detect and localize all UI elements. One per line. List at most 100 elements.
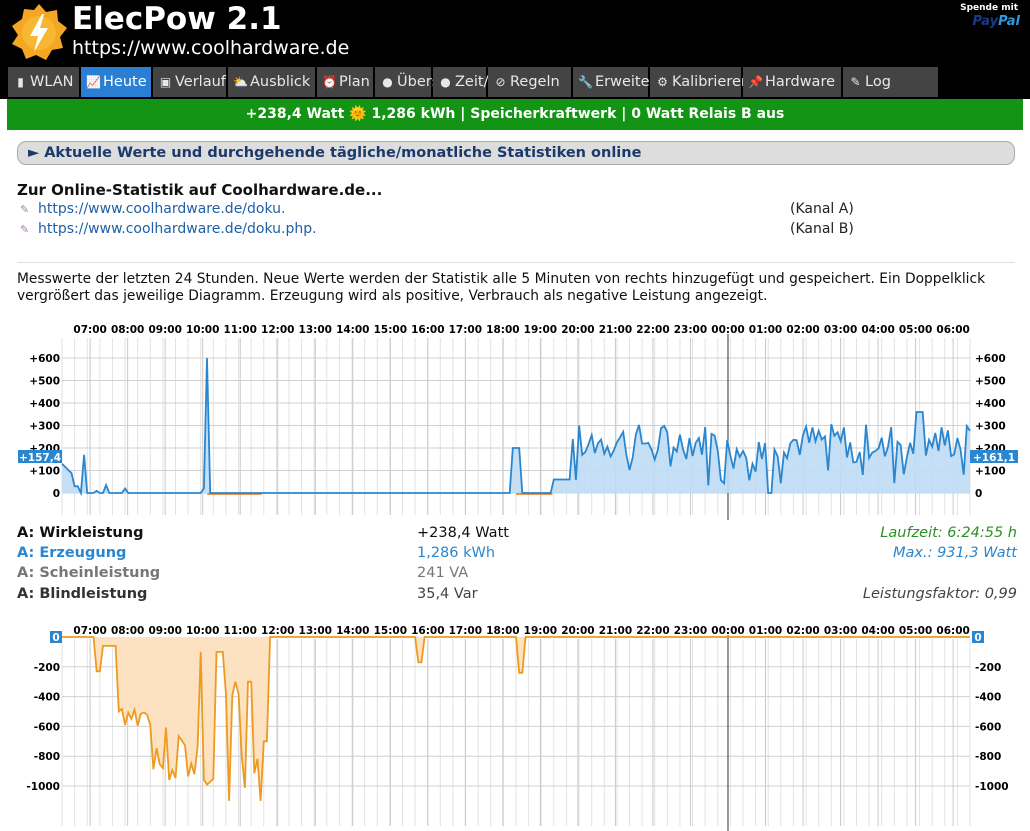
link-kanal-b[interactable]: https://www.coolhardware.de/doku.php. (38, 221, 317, 237)
y-tick-label-right: +600 (975, 353, 1006, 365)
x-tick-label: 06:00 (936, 625, 969, 637)
x-tick-label: 10:00 (186, 324, 219, 336)
x-tick-label: 07:00 (73, 324, 106, 336)
x-tick-label: 02:00 (786, 625, 819, 637)
stat-max: Max.: 931,3 Watt (892, 545, 1017, 561)
stat-wirk-value: +238,4 Watt (417, 525, 509, 541)
x-tick-label: 16:00 (411, 625, 444, 637)
app-url[interactable]: https://www.coolhardware.de (72, 37, 350, 59)
left-value-marker (50, 631, 62, 643)
y-tick-label-left: 0 (53, 488, 60, 500)
x-tick-label: 01:00 (749, 324, 782, 336)
x-tick-label: 21:00 (599, 324, 632, 336)
y-tick-label-left: -800 (34, 751, 60, 763)
y-tick-label-right: -600 (975, 721, 1001, 733)
x-tick-label: 22:00 (636, 625, 669, 637)
x-tick-label: 04:00 (861, 324, 894, 336)
link-row-a[interactable]: ✎ https://www.coolhardware.de/doku. (20, 201, 285, 217)
tab-hardware[interactable]: 📌 Hardware (743, 67, 841, 97)
tab--berschuss[interactable]: ●Überschuss (375, 67, 481, 97)
tab-ausblick[interactable]: ⛅ Ausblick (228, 67, 315, 97)
rules-icon: ⊘ (495, 75, 506, 89)
x-tick-label: 10:00 (186, 625, 219, 637)
left-value-marker-label: +157,4 (19, 452, 61, 464)
kanal-b-label: (Kanal B) (790, 221, 854, 237)
chart-power-positive[interactable]: 07:00 08:00 09:00 10:00 11:00 12:00 13:00 14:00… (0, 320, 1030, 520)
tab-label: Heute (103, 74, 147, 90)
x-tick-label: 13:00 (299, 625, 332, 637)
tab-kalibrieren[interactable]: ⚙ Kalibrieren (650, 67, 750, 97)
right-value-marker-label: 0 (974, 632, 981, 644)
x-tick-label: 05:00 (899, 324, 932, 336)
x-tick-label: 06:00 (936, 324, 969, 336)
paypal-button[interactable]: PayPal (973, 14, 1020, 29)
stat-schein-label: A: Scheinleistung (17, 565, 161, 581)
disk-icon: ▣ (159, 75, 172, 89)
x-tick-label: 20:00 (561, 625, 594, 637)
x-tick-label: 18:00 (486, 625, 519, 637)
x-tick-label: 03:00 (824, 324, 857, 336)
x-tick-label: 16:00 (411, 324, 444, 336)
forecast-icon: ⛅ (233, 75, 248, 89)
chart-power-negative[interactable]: 07:00 08:00 09:00 10:00 11:00 12:00 13:00 14:00… (0, 621, 1030, 831)
y-tick-label-right: -1000 (975, 781, 1009, 793)
description-text: Messwerte der letzten 24 Stunden. Neue W… (17, 271, 986, 304)
tab-regeln[interactable]: ⊘ Regeln (488, 67, 571, 97)
tab-log[interactable]: ✎ Log (843, 67, 938, 97)
tab-label: Regeln (510, 74, 560, 90)
tab-label: Log (865, 74, 891, 90)
tab-bar: ▮WLAN📈Heute▣Verlauf⛅Ausblick⏰Plan●Übersc… (0, 65, 1030, 99)
divider (17, 262, 1015, 263)
lightning-logo-icon (12, 4, 67, 60)
x-tick-label: 19:00 (524, 324, 557, 336)
tab-verlauf[interactable]: ▣ Verlauf (153, 67, 226, 97)
y-tick-label-left: +500 (29, 376, 60, 388)
y-tick-label-right: -200 (975, 662, 1001, 674)
tab-wlan[interactable]: ▮ WLAN (8, 67, 79, 97)
x-tick-label: 20:00 (561, 324, 594, 336)
x-tick-label: 12:00 (261, 324, 294, 336)
right-value-marker (972, 631, 984, 643)
kanal-a-label: (Kanal A) (790, 201, 854, 217)
left-value-marker (18, 450, 62, 463)
y-tick-label-right: +100 (975, 466, 1006, 478)
link-row-b[interactable]: ✎ https://www.coolhardware.de/doku.php. (20, 221, 317, 237)
chart-icon: 📈 (86, 75, 101, 89)
y-tick-label-left: +600 (29, 353, 60, 365)
x-tick-label: 17:00 (449, 625, 482, 637)
sun-icon: ● (382, 75, 393, 89)
left-value-marker-label: 0 (52, 632, 59, 644)
tab-plan[interactable]: ⏰ Plan (317, 67, 373, 97)
x-tick-label: 22:00 (636, 324, 669, 336)
y-tick-label-left: +300 (29, 421, 60, 433)
x-tick-label: 08:00 (111, 324, 144, 336)
x-tick-label: 11:00 (224, 324, 257, 336)
paypal-label-2: Pal (998, 14, 1020, 29)
section-toggle[interactable]: ► Aktuelle Werte und durchgehende täglic… (17, 141, 1015, 165)
x-tick-label: 17:00 (449, 324, 482, 336)
x-tick-label: 19:00 (524, 625, 557, 637)
paypal-label-1: Pay (972, 14, 999, 29)
stat-erzeugung-value: 1,286 kWh (417, 545, 496, 561)
consumption-area (62, 637, 970, 801)
x-tick-label: 07:00 (73, 625, 106, 637)
wrench-icon: 🔧 (578, 75, 593, 89)
tab-erweitert[interactable]: 🔧 Erweitert (573, 67, 661, 97)
tab-heute[interactable]: 📈 Heute (81, 67, 151, 97)
status-bar: +238,4 Watt 🌞 1,286 kWh | Speicherkraftw… (7, 99, 1023, 130)
tab-zeit-ort[interactable]: ● Zeit/Ort (433, 67, 512, 97)
link-kanal-a[interactable]: https://www.coolhardware.de/doku. (38, 201, 286, 217)
tab-label: Hardware (765, 74, 836, 90)
stat-laufzeit: Laufzeit: 6:24:55 h (880, 525, 1017, 541)
y-tick-label-left: -1000 (26, 781, 60, 793)
x-tick-label: 14:00 (336, 625, 369, 637)
stat-leistungsfaktor: Leistungsfaktor: 0,99 (862, 586, 1017, 602)
y-tick-label-right: +400 (975, 398, 1006, 410)
stat-blind-value: 35,4 Var (417, 586, 478, 602)
clock-icon: ⏰ (322, 75, 337, 89)
bars-icon: ▮ (17, 75, 24, 89)
generation-line (61, 357, 971, 497)
x-tick-label: 15:00 (374, 625, 407, 637)
consumption-line (62, 636, 970, 801)
app-title: ElecPow 2.1 (72, 1, 282, 37)
